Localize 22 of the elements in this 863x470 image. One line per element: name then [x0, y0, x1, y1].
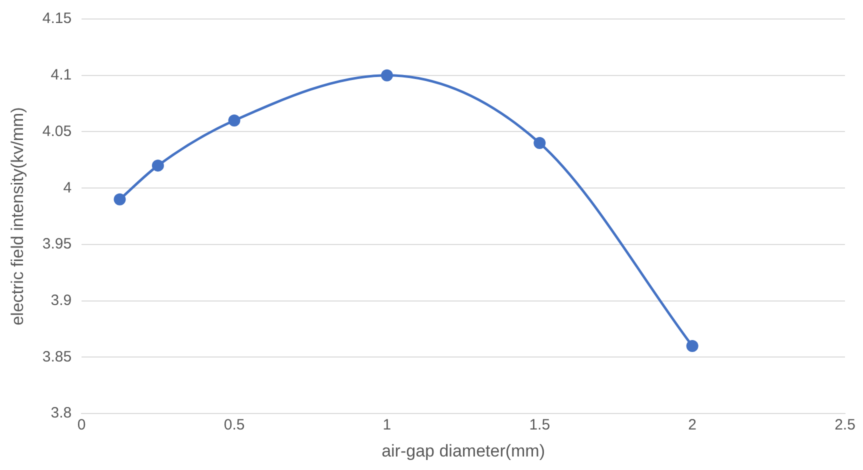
y-tick-label: 4.1	[50, 66, 72, 84]
y-tick-label: 4.15	[42, 10, 72, 28]
point	[114, 193, 126, 206]
x-tick-label: 0	[77, 416, 86, 434]
point	[686, 340, 698, 352]
x-tick-label: 2	[688, 416, 696, 434]
point	[152, 160, 164, 172]
point	[534, 137, 546, 150]
x-tick-label: 0.5	[224, 416, 245, 434]
point	[228, 114, 240, 126]
x-tick-label: 1.5	[529, 416, 550, 434]
y-axis-title: electric field intensity(kv/mm)	[8, 107, 27, 326]
y-tick-label: 4.05	[42, 122, 72, 140]
y-tick-label: 3.95	[42, 236, 72, 253]
point	[380, 69, 393, 82]
x-tick-label: 1	[382, 416, 392, 434]
x-axis-title: air-gap diameter(mm)	[382, 441, 546, 460]
y-tick-label: 3.85	[42, 348, 72, 366]
x-tick-label: 2.5	[834, 416, 856, 434]
y-tick-label: 4	[63, 179, 72, 196]
y-tick-label: 3.9	[50, 292, 72, 309]
y-tick-label: 3.8	[50, 404, 72, 422]
